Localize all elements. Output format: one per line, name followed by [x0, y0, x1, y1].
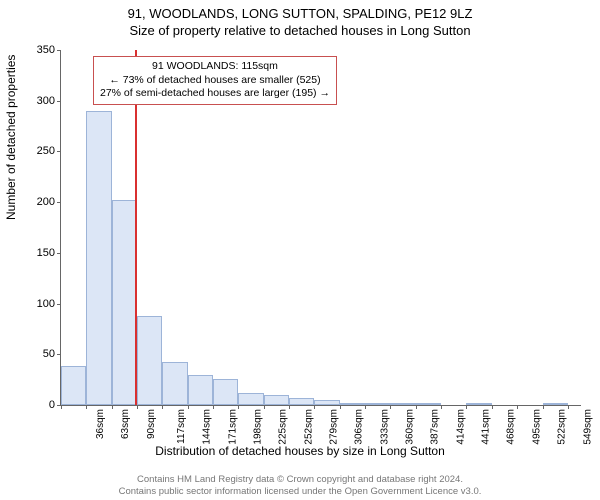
histogram-bar [61, 366, 86, 405]
annotation-line: ← 73% of detached houses are smaller (52… [100, 74, 330, 88]
xtick-mark [517, 405, 518, 409]
histogram-bar [543, 403, 568, 405]
histogram-bar [289, 398, 314, 405]
xtick-mark [188, 405, 189, 409]
xtick-label: 252sqm [303, 409, 314, 445]
plot-area: 05010015020025030035036sqm63sqm90sqm117s… [60, 50, 581, 406]
xtick-mark [86, 405, 87, 409]
histogram-bar [390, 403, 415, 405]
ytick-mark [57, 253, 61, 254]
histogram-bar [238, 393, 263, 405]
xtick-label: 522sqm [557, 409, 568, 445]
xtick-label: 279sqm [329, 409, 340, 445]
histogram-bar [416, 403, 441, 405]
ytick-mark [57, 202, 61, 203]
ytick-mark [57, 151, 61, 152]
x-axis-label: Distribution of detached houses by size … [0, 444, 600, 458]
xtick-label: 360sqm [405, 409, 416, 445]
histogram-bar [213, 379, 238, 405]
xtick-label: 36sqm [95, 409, 106, 439]
histogram-bar [112, 200, 137, 405]
xtick-label: 495sqm [531, 409, 542, 445]
xtick-mark [492, 405, 493, 409]
histogram-bar [340, 403, 365, 405]
xtick-mark [264, 405, 265, 409]
annotation-line: 27% of semi-detached houses are larger (… [100, 87, 330, 101]
xtick-mark [112, 405, 113, 409]
histogram-bar [314, 400, 339, 405]
xtick-label: 306sqm [354, 409, 365, 445]
histogram-bar [137, 316, 162, 405]
xtick-mark [441, 405, 442, 409]
footer-line1: Contains HM Land Registry data © Crown c… [0, 474, 600, 486]
chart-title-line1: 91, WOODLANDS, LONG SUTTON, SPALDING, PE… [0, 0, 600, 21]
xtick-label: 414sqm [455, 409, 466, 445]
y-axis-label: Number of detached properties [4, 55, 18, 220]
xtick-label: 63sqm [120, 409, 131, 439]
footer-line2: Contains public sector information licen… [0, 486, 600, 498]
xtick-mark [568, 405, 569, 409]
histogram-bar [466, 403, 491, 405]
xtick-mark [466, 405, 467, 409]
xtick-label: 387sqm [430, 409, 441, 445]
histogram-bar [188, 375, 213, 405]
chart-title-line2: Size of property relative to detached ho… [0, 21, 600, 38]
xtick-mark [390, 405, 391, 409]
xtick-label: 333sqm [379, 409, 390, 445]
histogram-bar [264, 395, 289, 405]
xtick-label: 171sqm [227, 409, 238, 445]
ytick-mark [57, 50, 61, 51]
xtick-label: 144sqm [202, 409, 213, 445]
xtick-mark [213, 405, 214, 409]
xtick-label: 225sqm [278, 409, 289, 445]
xtick-label: 198sqm [253, 409, 264, 445]
xtick-label: 441sqm [481, 409, 492, 445]
xtick-mark [289, 405, 290, 409]
xtick-label: 468sqm [506, 409, 517, 445]
xtick-mark [137, 405, 138, 409]
ytick-mark [57, 354, 61, 355]
annotation-line: 91 WOODLANDS: 115sqm [100, 60, 330, 74]
ytick-mark [57, 101, 61, 102]
histogram-bar [365, 403, 390, 405]
xtick-mark [162, 405, 163, 409]
xtick-label: 117sqm [176, 409, 187, 444]
xtick-mark [416, 405, 417, 409]
xtick-mark [365, 405, 366, 409]
xtick-mark [314, 405, 315, 409]
annotation-box: 91 WOODLANDS: 115sqm← 73% of detached ho… [93, 56, 337, 105]
histogram-bar [86, 111, 111, 405]
xtick-label: 549sqm [582, 409, 593, 445]
xtick-label: 90sqm [146, 409, 157, 439]
xtick-mark [543, 405, 544, 409]
footer-attribution: Contains HM Land Registry data © Crown c… [0, 474, 600, 498]
xtick-mark [61, 405, 62, 409]
xtick-mark [340, 405, 341, 409]
histogram-bar [162, 362, 187, 405]
chart-container: 91, WOODLANDS, LONG SUTTON, SPALDING, PE… [0, 0, 600, 500]
ytick-mark [57, 304, 61, 305]
xtick-mark [238, 405, 239, 409]
